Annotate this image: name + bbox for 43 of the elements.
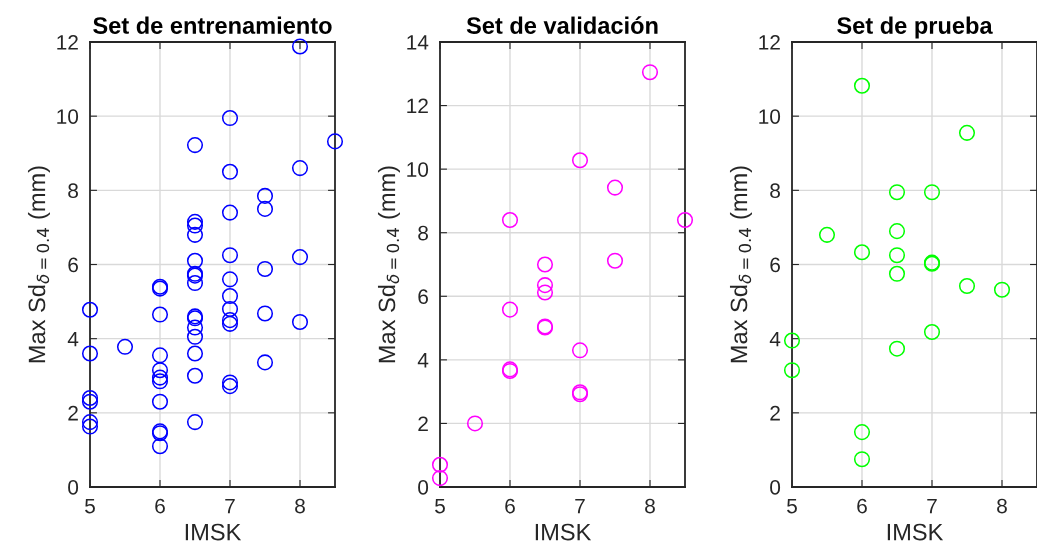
x-tick-label: 8 xyxy=(295,498,305,514)
x-tick-label: 5 xyxy=(435,498,445,514)
y-tick-label: 2 xyxy=(68,405,78,421)
y-tick-label: 8 xyxy=(68,183,78,199)
y-tick-label: 4 xyxy=(417,353,429,368)
x-axis-title: IMSK xyxy=(887,523,944,541)
x-tick-label: 6 xyxy=(857,498,867,514)
y-tick-label: 6 xyxy=(770,257,780,273)
y-tick-label: 6 xyxy=(68,257,78,273)
x-tick-label: 5 xyxy=(787,498,797,514)
x-axis-title: IMSK xyxy=(535,523,592,541)
chart-title: Set de prueba xyxy=(837,16,993,39)
y-axis-title: Max Sd$_{δ=0.4}$ (mm) xyxy=(27,166,50,363)
x-tick-label: 8 xyxy=(997,498,1007,514)
y-tick-label: 10 xyxy=(407,162,429,177)
x-tick-label: 6 xyxy=(155,498,165,514)
y-tick-label: 10 xyxy=(759,109,781,124)
x-tick-label: 7 xyxy=(927,498,937,514)
y-tick-label: 0 xyxy=(418,480,429,495)
y-tick-label: 4 xyxy=(67,331,79,347)
y-tick-label: 12 xyxy=(57,35,78,50)
y-tick-label: 6 xyxy=(418,289,428,305)
y-tick-label: 8 xyxy=(770,183,780,199)
y-tick-label: 2 xyxy=(770,405,780,421)
x-tick-label: 7 xyxy=(575,498,585,514)
y-tick-label: 0 xyxy=(68,480,79,495)
y-tick-label: 14 xyxy=(407,35,429,50)
x-tick-label: 5 xyxy=(85,498,95,514)
x-tick-label: 8 xyxy=(645,498,655,514)
y-tick-label: 8 xyxy=(418,225,428,241)
y-tick-label: 4 xyxy=(769,331,781,347)
y-axis-title: Max Sd$_{δ=0.4}$ (mm) xyxy=(377,166,400,363)
chart-title: Set de validación xyxy=(466,16,658,34)
y-tick-label: 12 xyxy=(759,35,780,50)
y-tick-label: 12 xyxy=(407,98,428,114)
x-tick-label: 7 xyxy=(225,498,235,514)
x-axis-title: IMSK xyxy=(185,523,242,541)
chart-title: Set de entrenamiento xyxy=(93,16,332,34)
y-tick-label: 0 xyxy=(770,480,781,495)
x-tick-label: 6 xyxy=(505,498,515,514)
y-axis-title: Max Sd$_{δ=0.4}$ (mm) xyxy=(729,166,752,363)
y-tick-label: 2 xyxy=(418,416,428,431)
y-tick-label: 10 xyxy=(57,109,79,124)
